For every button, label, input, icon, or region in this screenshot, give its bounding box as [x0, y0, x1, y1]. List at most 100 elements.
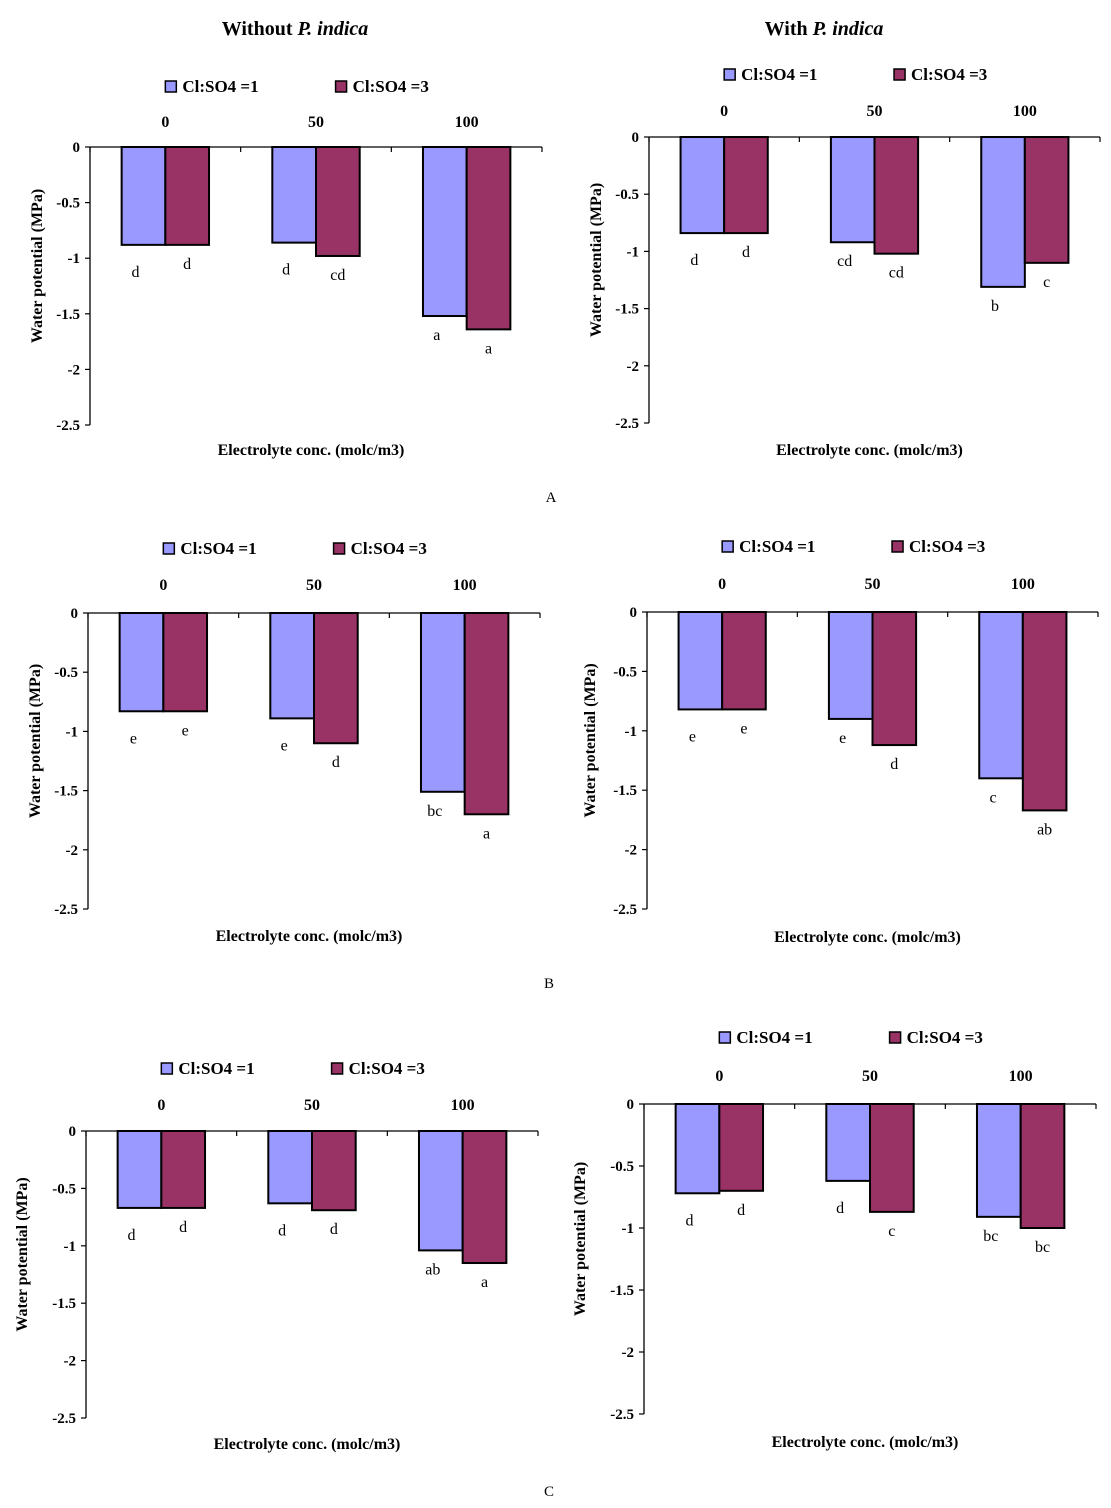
- legend-label-2: Cl:SO4 =3: [351, 539, 427, 558]
- y-tick-label: -2: [66, 843, 79, 859]
- bar-series2-50: [873, 136, 920, 255]
- legend-swatch-1: [718, 1031, 732, 1044]
- significance-letter: d: [737, 1202, 745, 1219]
- y-tick-label: 0: [73, 140, 81, 156]
- significance-letter: d: [690, 252, 698, 269]
- bar-series1-100: [975, 1103, 1022, 1218]
- significance-letter: cd: [889, 265, 904, 282]
- significance-letter: e: [839, 730, 846, 747]
- column-title-prefix: With: [764, 18, 813, 40]
- legend-label-1: Cl:SO4 =1: [182, 77, 258, 96]
- category-label-0: 0: [159, 577, 167, 594]
- y-tick-label: -1: [66, 724, 79, 740]
- column-title-species: P. indica: [812, 18, 884, 40]
- significance-letter: d: [127, 1227, 135, 1244]
- bar-series2-50: [315, 146, 361, 257]
- bar-series2-0: [718, 1103, 765, 1192]
- legend-swatch-2: [332, 542, 346, 555]
- x-axis-title: Electrolyte conc. (molc/m3): [214, 1436, 401, 1453]
- significance-letter: c: [989, 789, 996, 806]
- legend-label-1: Cl:SO4 =1: [178, 1059, 254, 1078]
- y-tick-label: -1.5: [56, 307, 80, 323]
- significance-letter: bc: [427, 803, 442, 820]
- significance-letter: d: [332, 754, 340, 771]
- y-axis-title: Water potential (MPa): [582, 663, 599, 817]
- legend-label-2: Cl:SO4 =3: [907, 1028, 983, 1047]
- y-axis-title: Water potential (MPa): [27, 664, 44, 818]
- significance-letter: ab: [1037, 821, 1052, 838]
- legend-label-1: Cl:SO4 =1: [741, 65, 817, 84]
- bar-series1-100: [421, 146, 468, 318]
- bar-series2-50: [871, 611, 918, 747]
- bar-series2-50: [869, 1103, 915, 1213]
- bar-series2-100: [461, 1130, 508, 1265]
- chart-A-with: Cl:SO4 =1 Cl:SO4 =3 d cd b d cd c 0 -0.5 -1 -1.5 -2 -…: [588, 65, 1101, 459]
- y-tick-label: -2.5: [610, 1407, 634, 1423]
- x-axis-title: Electrolyte conc. (molc/m3): [216, 928, 403, 945]
- significance-letter: d: [131, 264, 139, 281]
- y-axis-title: Water potential (MPa): [29, 189, 46, 343]
- significance-letter: cd: [837, 253, 852, 270]
- legend-label-2: Cl:SO4 =3: [353, 77, 429, 96]
- y-axis-title: Water potential (MPa): [588, 183, 605, 337]
- significance-letter: e: [182, 722, 189, 739]
- category-label-50: 50: [865, 576, 881, 593]
- legend-swatch-2: [891, 540, 904, 553]
- bar-series2-0: [721, 611, 767, 711]
- bar-series1-0: [120, 146, 167, 246]
- x-axis-title: Electrolyte conc. (molc/m3): [774, 929, 961, 946]
- bar-series1-50: [271, 146, 318, 244]
- legend-swatch-1: [164, 80, 178, 93]
- legend-swatch-1: [160, 1062, 174, 1075]
- category-label-0: 0: [715, 1068, 723, 1085]
- bar-series1-100: [417, 1130, 464, 1252]
- significance-letter: d: [330, 1221, 338, 1238]
- significance-letter: bc: [983, 1228, 998, 1245]
- chart-B-without: Cl:SO4 =1 Cl:SO4 =3 e e bc e d a 0 -0.5 -1 -1.5 -2 -2…: [27, 539, 541, 945]
- y-tick-label: -1.5: [52, 1296, 76, 1312]
- y-tick-label: -2.5: [54, 902, 78, 918]
- category-label-100: 100: [453, 577, 477, 594]
- panel-label-b: B: [543, 976, 555, 992]
- column-title-species: P. indica: [297, 18, 369, 40]
- category-label-50: 50: [862, 1068, 878, 1085]
- column-title-without: Without P. indica: [222, 18, 369, 41]
- y-axis-title: Water potential (MPa): [572, 1162, 589, 1316]
- y-tick-label: -0.5: [610, 1159, 634, 1175]
- legend-swatch-2: [334, 80, 348, 93]
- significance-letter: e: [740, 720, 747, 737]
- category-label-50: 50: [867, 103, 883, 120]
- significance-letter: d: [742, 244, 750, 261]
- y-tick-label: 0: [627, 1097, 635, 1113]
- significance-letter: d: [890, 756, 898, 773]
- category-label-100: 100: [1009, 1068, 1033, 1085]
- bar-series2-50: [313, 612, 359, 745]
- significance-letter: b: [991, 298, 999, 315]
- y-tick-label: -2: [64, 1354, 77, 1370]
- y-tick-label: -0.5: [54, 665, 78, 681]
- bar-series2-0: [164, 146, 211, 246]
- bar-series1-0: [118, 612, 165, 713]
- legend-swatch-2: [893, 68, 906, 81]
- column-title-with: With P. indica: [765, 18, 884, 41]
- significance-letter: a: [485, 340, 492, 357]
- y-tick-label: -2: [627, 359, 640, 375]
- category-label-100: 100: [455, 114, 479, 131]
- legend-label-2: Cl:SO4 =3: [911, 65, 987, 84]
- significance-letter: cd: [330, 267, 345, 284]
- bar-series2-50: [311, 1130, 357, 1212]
- bar-series2-100: [463, 612, 510, 816]
- legend-label-2: Cl:SO4 =3: [349, 1059, 425, 1078]
- y-tick-label: -1.5: [610, 1283, 634, 1299]
- bar-series2-0: [723, 136, 769, 235]
- legend-swatch-2: [330, 1062, 344, 1075]
- x-axis-title: Electrolyte conc. (molc/m3): [218, 442, 405, 459]
- y-tick-label: -2: [622, 1345, 635, 1361]
- category-label-100: 100: [1011, 576, 1035, 593]
- panel-label-c: C: [543, 1484, 555, 1500]
- bar-series2-0: [160, 1130, 207, 1209]
- legend-label-2: Cl:SO4 =3: [909, 537, 985, 556]
- category-label-100: 100: [1013, 103, 1037, 120]
